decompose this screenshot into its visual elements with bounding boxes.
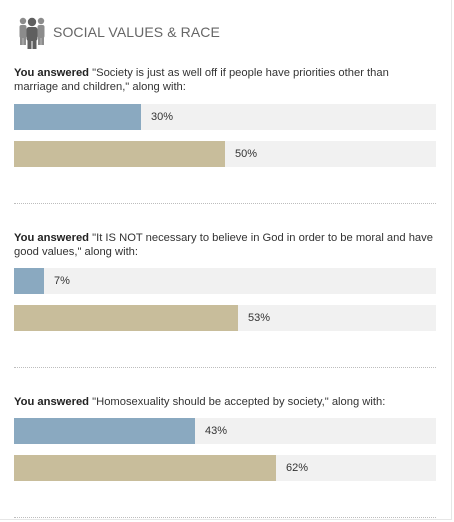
bar-row: 50% [14,141,436,167]
bar-track: 43% [14,418,436,444]
question-prompt: You answered "Homosexuality should be ac… [14,395,436,409]
bar-value-label: 50% [235,148,258,160]
question-prompt: You answered "It IS NOT necessary to bel… [14,231,436,259]
divider [14,203,436,204]
people-group-icon [19,17,45,49]
bar-track: 30% [14,104,436,130]
bar-fill [14,305,238,331]
divider [14,367,436,368]
bar-row: 30% [14,104,436,130]
bar-fill [14,455,276,481]
bar-fill [14,268,44,294]
bar-track: 7% [14,268,436,294]
bar-fill [14,141,225,167]
bar-fill [14,104,141,130]
prompt-text: "Society is just as well off if people h… [14,67,389,93]
bar-value-label: 53% [248,312,271,324]
bar-row: 43% [14,418,436,444]
bar-value-label: 43% [205,425,228,437]
header-title: SOCIAL VALUES & RACE [53,24,220,40]
bar-row: 7% [14,268,436,294]
prompt-lead: You answered [14,67,90,79]
question-section: You answered "It IS NOT necessary to bel… [14,231,436,259]
section-header: SOCIAL VALUES & RACE [17,14,220,50]
bar-track: 50% [14,141,436,167]
question-section: You answered "Society is just as well of… [14,66,436,94]
bar-fill [14,418,195,444]
bar-track: 62% [14,455,436,481]
prompt-text: "It IS NOT necessary to believe in God i… [14,232,433,258]
question-prompt: You answered "Society is just as well of… [14,66,436,94]
bar-value-label: 62% [286,462,309,474]
bar-row: 53% [14,305,436,331]
bar-value-label: 30% [151,111,174,123]
prompt-lead: You answered [14,396,90,408]
bar-row: 62% [14,455,436,481]
question-section: You answered "Homosexuality should be ac… [14,395,436,409]
bar-track: 53% [14,305,436,331]
divider [14,517,436,518]
bar-value-label: 7% [54,275,70,287]
prompt-text: "Homosexuality should be accepted by soc… [89,396,386,408]
prompt-lead: You answered [14,232,90,244]
